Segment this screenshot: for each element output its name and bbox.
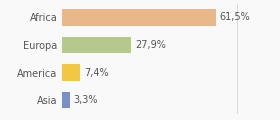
- Bar: [62, 9, 216, 26]
- Text: 27,9%: 27,9%: [135, 40, 166, 50]
- Text: 3,3%: 3,3%: [74, 95, 98, 105]
- Bar: [62, 92, 70, 108]
- Text: 61,5%: 61,5%: [219, 12, 250, 22]
- Bar: [62, 64, 80, 81]
- Bar: [62, 37, 131, 53]
- Text: 7,4%: 7,4%: [84, 68, 109, 78]
